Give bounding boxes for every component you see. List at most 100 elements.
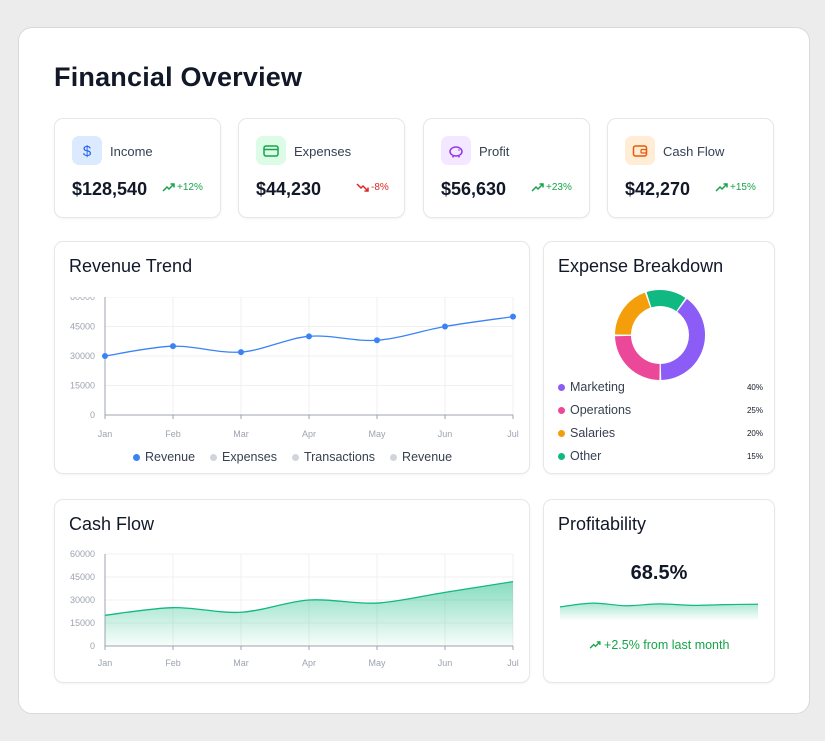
legend-dot [291, 453, 299, 461]
card-title: Cash Flow [69, 514, 155, 534]
profitability-change-text: +2.5% from last month [604, 638, 730, 652]
expense-label: Marketing [570, 380, 625, 394]
legend-label: Revenue [402, 450, 453, 464]
x-tick-label: Jun [438, 658, 453, 668]
stat-change: -8% [356, 182, 389, 193]
stat-change-value: +15% [730, 182, 756, 193]
stat-card-profit[interactable]: Profit $56,630 +23% [423, 118, 590, 218]
y-tick-label: 45000 [70, 572, 95, 582]
x-tick-label: Mar [233, 429, 249, 439]
legend-label: Transactions [303, 450, 376, 464]
x-tick-label: Feb [165, 429, 181, 439]
trend-up-icon [531, 183, 544, 192]
stat-change: +15% [715, 182, 756, 193]
stat-change: +23% [531, 182, 572, 193]
wallet-icon [625, 136, 655, 165]
revenue-legend: Revenue Expenses Transactions Revenue [133, 450, 452, 464]
expense-pct: 25% [746, 405, 763, 415]
trend-up-icon [589, 641, 601, 649]
stat-change-value: +12% [177, 182, 203, 193]
legend-dot [558, 452, 565, 460]
y-tick-label: 0 [90, 641, 95, 651]
profitability-value: 68.5% [630, 562, 688, 584]
expense-pct: 40% [746, 382, 763, 392]
x-tick-label: Jan [98, 429, 113, 439]
expense-donut-chart[interactable] [544, 287, 776, 387]
donut-slice-marketing [660, 298, 705, 380]
expense-row: Other 15% [558, 449, 763, 463]
legend-dot [558, 406, 565, 414]
donut-slice-other [646, 290, 686, 312]
profitability-card: Profitability 68.5% +2.5% from last mont… [543, 499, 775, 683]
stat-label: Expenses [294, 144, 352, 159]
card-title: Profitability [558, 514, 647, 534]
donut-slice-salaries [615, 292, 651, 335]
y-tick-label: 15000 [70, 618, 95, 628]
x-tick-label: May [368, 429, 386, 439]
legend-dot [210, 453, 218, 461]
legend-item[interactable]: Revenue [133, 450, 195, 464]
cash-flow-chart[interactable]: 0 15000 30000 45000 60000 Jan Feb Mar Apr May Jun J… [55, 539, 531, 684]
revenue-point [442, 323, 448, 330]
legend-dot [558, 383, 565, 391]
legend-label: Revenue [145, 450, 196, 464]
y-tick-label: 0 [90, 410, 95, 420]
x-tick-label: Mar [233, 658, 249, 668]
expense-row: Marketing 40% [558, 380, 763, 394]
stat-value: $42,270 [625, 179, 691, 199]
donut-slice-operations [615, 335, 660, 380]
piggy-bank-icon [441, 136, 471, 165]
legend-item[interactable]: Expenses [210, 450, 277, 464]
page-title: Financial Overview [54, 62, 303, 92]
x-tick-label: Jun [438, 429, 453, 439]
expense-row: Operations 25% [558, 403, 763, 417]
profitability-change: +2.5% from last month [544, 638, 774, 652]
y-tick-label: 30000 [70, 595, 95, 605]
stat-card-income[interactable]: $ Income $128,540 +12% [54, 118, 221, 218]
stat-change-value: -8% [371, 182, 389, 193]
legend-dot [390, 453, 398, 461]
card-title: Revenue Trend [69, 256, 193, 276]
stat-value: $44,230 [256, 179, 322, 199]
expense-label: Operations [570, 403, 632, 417]
x-tick-label: Apr [302, 429, 316, 439]
stat-label: Profit [479, 144, 510, 159]
legend-item[interactable]: Transactions [291, 450, 376, 464]
revenue-trend-card: Revenue Trend 0 15000 30000 45000 60000 Jan Fe… [54, 241, 530, 474]
revenue-point [306, 333, 312, 340]
stat-card-cash-flow[interactable]: Cash Flow $42,270 +15% [607, 118, 774, 218]
svg-text:$: $ [83, 143, 92, 159]
expense-label: Salaries [570, 426, 616, 440]
cash-flow-card: Cash Flow 0 15000 30000 45000 60000 Jan Feb Mar… [54, 499, 530, 683]
x-tick-label: Apr [302, 658, 316, 668]
legend-label: Expenses [222, 450, 277, 464]
cash-flow-line [104, 580, 514, 616]
dollar-icon: $ [72, 136, 102, 165]
card-title: Expense Breakdown [558, 256, 724, 276]
trend-up-icon [162, 183, 175, 192]
stat-card-expenses[interactable]: Expenses $44,230 -8% [238, 118, 405, 218]
stat-value: $56,630 [441, 179, 507, 199]
revenue-trend-chart[interactable]: 0 15000 30000 45000 60000 Jan Feb Mar Apr May Jun J… [55, 297, 531, 492]
legend-dot [558, 429, 565, 437]
stat-change: +12% [162, 182, 203, 193]
profitability-sparkline [559, 602, 759, 620]
x-tick-label: Jul [507, 429, 519, 439]
legend-item[interactable]: Revenue [390, 450, 452, 464]
revenue-point [510, 313, 516, 320]
x-tick-label: Feb [165, 658, 181, 668]
trend-down-icon [356, 183, 369, 192]
y-tick-label: 30000 [70, 351, 95, 361]
expense-breakdown-card: Expense Breakdown Marketing 40% Operation… [543, 241, 775, 474]
profitability-area [560, 603, 758, 620]
stat-value: $128,540 [72, 179, 148, 199]
x-tick-label: Jan [98, 658, 113, 668]
expense-pct: 15% [746, 451, 763, 461]
stat-label: Income [110, 144, 153, 159]
expense-label: Other [570, 449, 602, 463]
cash-flow-area [105, 581, 513, 646]
stat-change-value: +23% [546, 182, 572, 193]
credit-card-icon [256, 136, 286, 165]
legend-dot [133, 453, 140, 461]
revenue-point [238, 349, 244, 356]
